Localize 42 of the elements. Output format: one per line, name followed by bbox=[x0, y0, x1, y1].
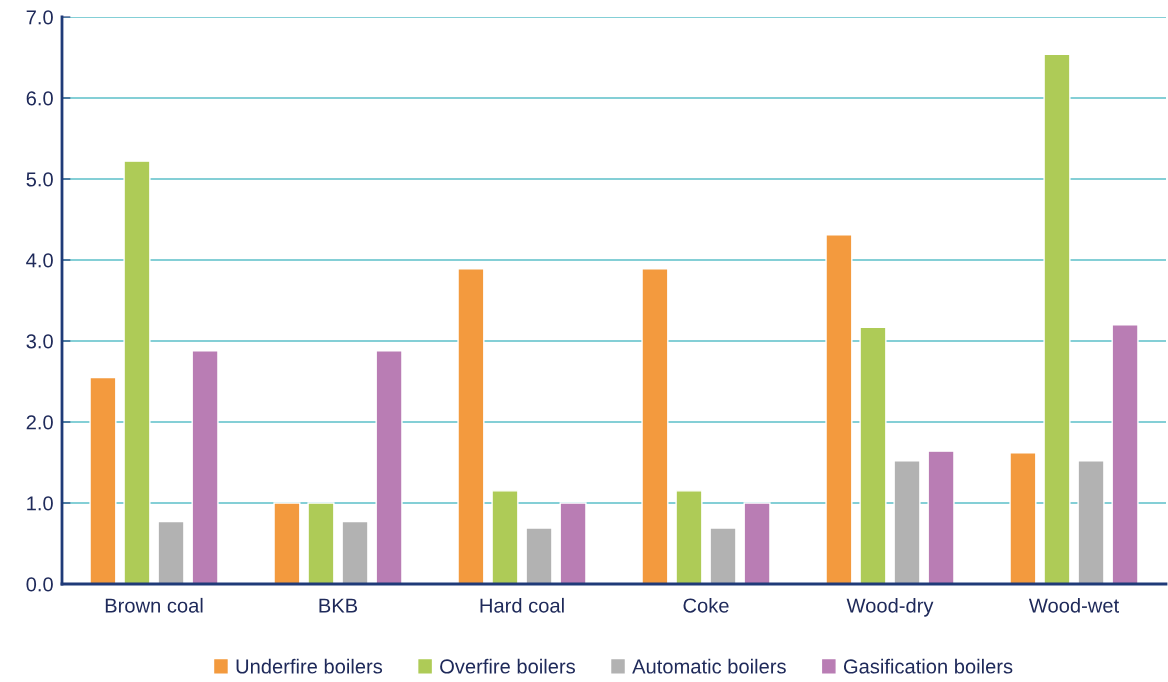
legend-label: Gasification boilers bbox=[843, 658, 1013, 674]
legend-label: Automatic boilers bbox=[632, 658, 786, 674]
bar bbox=[743, 502, 771, 584]
y-tick-label: 0.0 bbox=[26, 577, 53, 592]
bar bbox=[675, 490, 703, 584]
y-tick-label: 5.0 bbox=[26, 172, 53, 187]
x-tick-label: Wood-wet bbox=[1028, 597, 1119, 613]
bar bbox=[927, 450, 955, 584]
bar bbox=[491, 490, 519, 584]
y-tick-label: 1.0 bbox=[27, 496, 53, 511]
bar bbox=[457, 268, 485, 584]
y-tick-label: 4.0 bbox=[26, 253, 53, 268]
bar bbox=[1077, 460, 1105, 584]
bar bbox=[375, 350, 403, 584]
bar bbox=[157, 520, 185, 584]
y-tick-label: 3.0 bbox=[26, 334, 53, 349]
bar bbox=[559, 502, 587, 584]
y-tick-label: 2.0 bbox=[26, 415, 53, 430]
x-tick-label: Wood-dry bbox=[846, 597, 934, 617]
legend-label: Overfire boilers bbox=[440, 658, 575, 674]
bar bbox=[709, 527, 737, 584]
y-tick-label: 7.0 bbox=[26, 10, 53, 25]
bar bbox=[641, 268, 669, 584]
bar bbox=[1043, 53, 1071, 584]
bar bbox=[1009, 452, 1037, 584]
bar bbox=[525, 527, 553, 584]
legend-label: Underfire boilers bbox=[236, 658, 383, 674]
bar bbox=[1111, 324, 1139, 584]
bar bbox=[273, 502, 301, 584]
bar bbox=[307, 502, 335, 584]
y-tick-label: 6.0 bbox=[26, 91, 53, 106]
bar bbox=[341, 520, 369, 584]
x-tick-label: Brown coal bbox=[105, 597, 203, 613]
bar bbox=[89, 376, 117, 584]
x-tick-label: Hard coal bbox=[480, 597, 564, 613]
bar bbox=[825, 234, 853, 584]
x-tick-label: Coke bbox=[683, 597, 729, 613]
bar bbox=[123, 160, 151, 584]
bar bbox=[893, 460, 921, 584]
bar bbox=[191, 350, 219, 584]
bar bbox=[859, 326, 887, 584]
x-tick-label: BKB bbox=[319, 598, 358, 613]
